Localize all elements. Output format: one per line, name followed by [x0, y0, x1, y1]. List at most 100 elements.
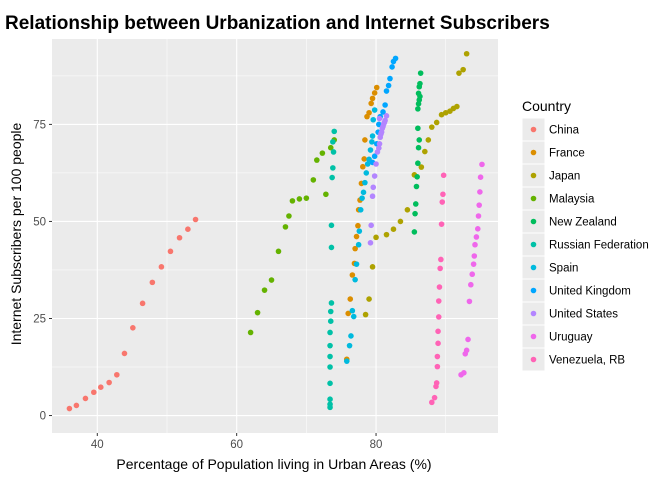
data-point	[411, 229, 418, 235]
data-point	[479, 161, 485, 168]
legend-key-point	[530, 218, 537, 225]
data-point	[428, 124, 435, 130]
data-point	[437, 265, 443, 272]
data-point	[476, 202, 482, 208]
data-point	[460, 66, 466, 73]
data-point	[327, 380, 333, 387]
data-point	[349, 307, 356, 314]
legend-key-point	[530, 356, 537, 363]
data-point	[73, 402, 80, 409]
data-point	[380, 109, 386, 115]
data-point	[364, 161, 371, 167]
data-point	[454, 103, 460, 110]
data-point	[390, 226, 397, 233]
data-point	[435, 298, 442, 304]
data-point	[373, 161, 379, 167]
data-point	[466, 298, 473, 305]
series-new-zealand	[411, 70, 424, 235]
data-point	[418, 164, 425, 170]
data-point	[425, 137, 432, 143]
legend-label: New Zealand	[549, 217, 617, 229]
data-point	[475, 213, 482, 219]
data-point	[360, 163, 366, 170]
data-point	[470, 261, 477, 267]
chart-title: Relationship between Urbanization and In…	[5, 13, 550, 34]
legend-key-point	[530, 126, 537, 133]
data-point	[362, 179, 368, 186]
data-point	[158, 264, 165, 270]
legend-key-point	[530, 287, 537, 294]
data-point	[268, 277, 275, 283]
data-point	[468, 281, 474, 288]
data-point	[282, 224, 289, 230]
legend-label: Spain	[549, 263, 578, 275]
data-point	[440, 191, 446, 198]
legend-key-point	[530, 195, 537, 202]
legend: Country China France Japan Malaysia New Zeal…	[521, 98, 649, 372]
data-point	[367, 147, 374, 153]
legend-key-point	[530, 264, 537, 271]
data-point	[319, 150, 326, 156]
data-point	[327, 396, 333, 403]
data-point	[382, 102, 388, 108]
data-point	[461, 370, 467, 376]
data-point	[434, 353, 441, 360]
data-point	[417, 70, 424, 76]
data-point	[327, 401, 333, 408]
data-point	[355, 241, 362, 248]
series-united-states	[367, 113, 390, 246]
legend-key-point	[530, 172, 537, 179]
data-point	[414, 174, 420, 180]
series-russian-federation	[327, 128, 338, 411]
data-point	[356, 228, 363, 234]
legend-key-point	[530, 241, 537, 248]
data-point	[343, 358, 350, 364]
data-point	[362, 137, 368, 143]
data-point	[346, 342, 353, 349]
data-point	[328, 222, 335, 229]
data-point	[368, 222, 374, 229]
y-tick-label: 50	[33, 216, 46, 228]
data-point	[323, 191, 329, 198]
plot-panel	[52, 39, 498, 433]
data-point	[330, 165, 336, 171]
data-point	[97, 384, 104, 390]
data-point	[387, 75, 393, 82]
series-uruguay	[458, 161, 485, 378]
data-point	[415, 144, 422, 151]
data-point	[435, 328, 441, 335]
data-point	[352, 245, 358, 252]
data-point	[66, 405, 73, 412]
data-point	[355, 222, 361, 229]
data-point	[91, 389, 97, 396]
data-point	[329, 174, 335, 181]
data-point	[371, 173, 378, 179]
data-point	[363, 170, 370, 176]
data-point	[440, 172, 447, 179]
data-point	[472, 241, 478, 248]
data-point	[383, 231, 390, 238]
data-point	[330, 149, 337, 155]
series-malaysia	[247, 137, 338, 336]
data-point	[327, 308, 334, 315]
data-point	[149, 279, 156, 286]
legend-label: Venezuela, RB	[549, 355, 625, 367]
series-venezuela-rb	[428, 172, 447, 406]
x-axis-title: Percentage of Population living in Urban…	[116, 456, 431, 472]
data-point	[359, 195, 365, 201]
legend-label: France	[549, 148, 585, 160]
data-point	[383, 88, 390, 94]
data-point	[438, 256, 444, 263]
data-point	[114, 371, 120, 378]
data-point	[130, 325, 136, 331]
data-point	[327, 364, 333, 370]
data-point	[431, 394, 438, 401]
data-point	[469, 271, 476, 278]
legend-key-point	[530, 149, 537, 156]
data-point	[376, 141, 383, 147]
data-point	[167, 248, 174, 255]
data-point	[371, 107, 378, 113]
data-point	[357, 206, 364, 213]
data-point	[139, 300, 146, 307]
data-point	[349, 272, 356, 278]
